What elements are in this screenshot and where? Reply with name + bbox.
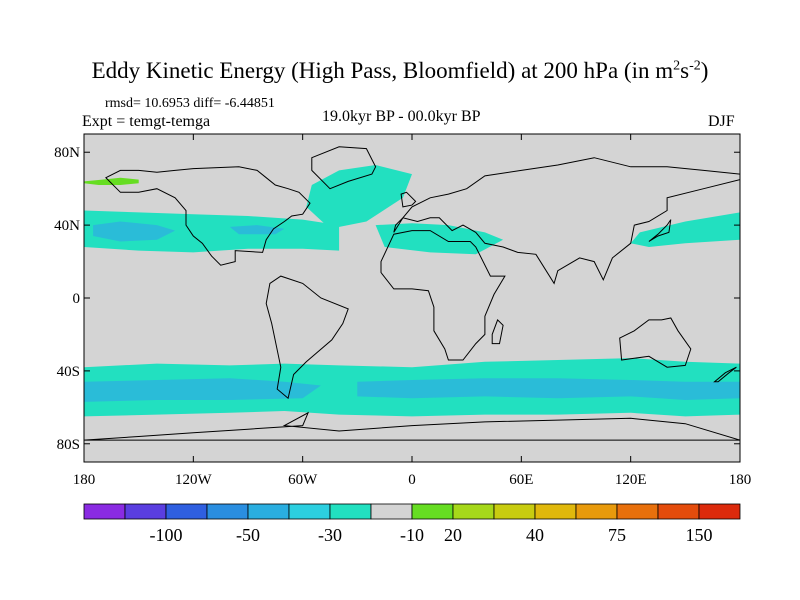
colorbar-label: 75 [608, 525, 626, 545]
anomaly-region-alaska-positive [84, 177, 139, 185]
colorbar-label: 150 [686, 525, 713, 545]
coastline-japan [648, 219, 672, 242]
coastline-south-america [265, 275, 349, 400]
experiment-label: Expt = temgt-temga [82, 113, 211, 130]
anomaly-region-sh-core-west [84, 378, 321, 402]
colorbar-box [124, 503, 167, 520]
anomaly-region-nh-pacific-core [93, 221, 176, 242]
colorbar-label: 20 [444, 525, 462, 545]
colorbar-box [370, 503, 413, 520]
map-axes: 80N 40N 0 40S 80S 180 120W 60W 0 60E 120E 180 [54, 133, 752, 488]
colorbar-box [698, 503, 741, 520]
colorbar-box [657, 503, 700, 520]
colorbar-box [288, 503, 331, 520]
coastline-africa [380, 230, 506, 361]
colorbar-box [493, 503, 536, 520]
anomaly-region-nh-pacific-atlantic-band [84, 210, 340, 253]
lon-label: 180 [729, 472, 752, 488]
coastline-eurasia [393, 157, 740, 285]
coastline-greenland [311, 146, 377, 190]
lat-label: 40S [57, 364, 80, 380]
colorbar-box [165, 503, 208, 520]
stats-label: rmsd= 10.6953 diff= -6.44851 [105, 96, 275, 111]
colorbar-box [452, 503, 495, 520]
colorbar-label: 40 [526, 525, 544, 545]
coastline-north-america [105, 166, 311, 266]
map-plot [84, 134, 740, 462]
lon-label: 120E [615, 472, 647, 488]
colorbar-label: -50 [236, 525, 260, 545]
lat-label: 80S [57, 437, 80, 453]
lat-label: 40N [54, 218, 80, 234]
anomaly-region-north-atlantic-plume [306, 165, 412, 229]
colorbar-box [206, 503, 249, 520]
anomaly-region-nw-pacific-band [630, 212, 740, 247]
season-label: DJF [708, 113, 735, 130]
colorbar-box [575, 503, 618, 520]
colorbar-box [534, 503, 577, 520]
colorbar-box [616, 503, 659, 520]
coastline-australia [619, 317, 692, 368]
lat-label: 0 [73, 291, 81, 307]
coastline-uk [400, 191, 417, 208]
colorbar-box [411, 503, 454, 520]
colorbar-label: -10 [400, 525, 424, 545]
lon-label: 120W [175, 472, 213, 488]
period-label: 19.0kyr BP - 00.0kyr BP [322, 108, 481, 125]
coastline-madagascar [491, 319, 504, 345]
coastline-antarctica [84, 411, 740, 441]
plot-title: Eddy Kinetic Energy (High Pass, Bloomfie… [91, 58, 709, 83]
anomaly-region-sh-core-east [357, 378, 740, 400]
lat-label: 80N [54, 145, 80, 161]
coastline-new-zealand [713, 366, 737, 383]
lon-label: 60W [288, 472, 318, 488]
colorbar-label: -30 [318, 525, 342, 545]
lon-label: 180 [73, 472, 96, 488]
colorbar-label: -100 [150, 525, 183, 545]
colorbar-box [247, 503, 290, 520]
colorbar-box [83, 503, 126, 520]
colorbar: -100 -50 -30 -10 20 40 75 150 [83, 503, 741, 545]
lon-label: 0 [408, 472, 416, 488]
lon-label: 60E [509, 472, 533, 488]
anomaly-region-nh-atlantic-core [229, 225, 285, 235]
colorbar-box [329, 503, 372, 520]
